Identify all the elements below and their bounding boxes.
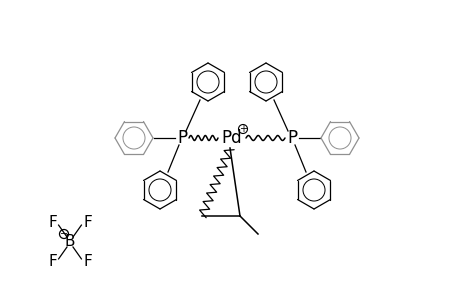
Text: B: B	[65, 235, 75, 250]
Text: −: −	[60, 229, 68, 239]
Text: P: P	[286, 129, 297, 147]
Text: P: P	[177, 129, 187, 147]
Text: +: +	[239, 124, 246, 134]
Text: F: F	[48, 254, 57, 269]
Text: F: F	[83, 214, 92, 230]
Text: F: F	[48, 214, 57, 230]
Text: F: F	[83, 254, 92, 269]
Text: Pd: Pd	[221, 129, 242, 147]
